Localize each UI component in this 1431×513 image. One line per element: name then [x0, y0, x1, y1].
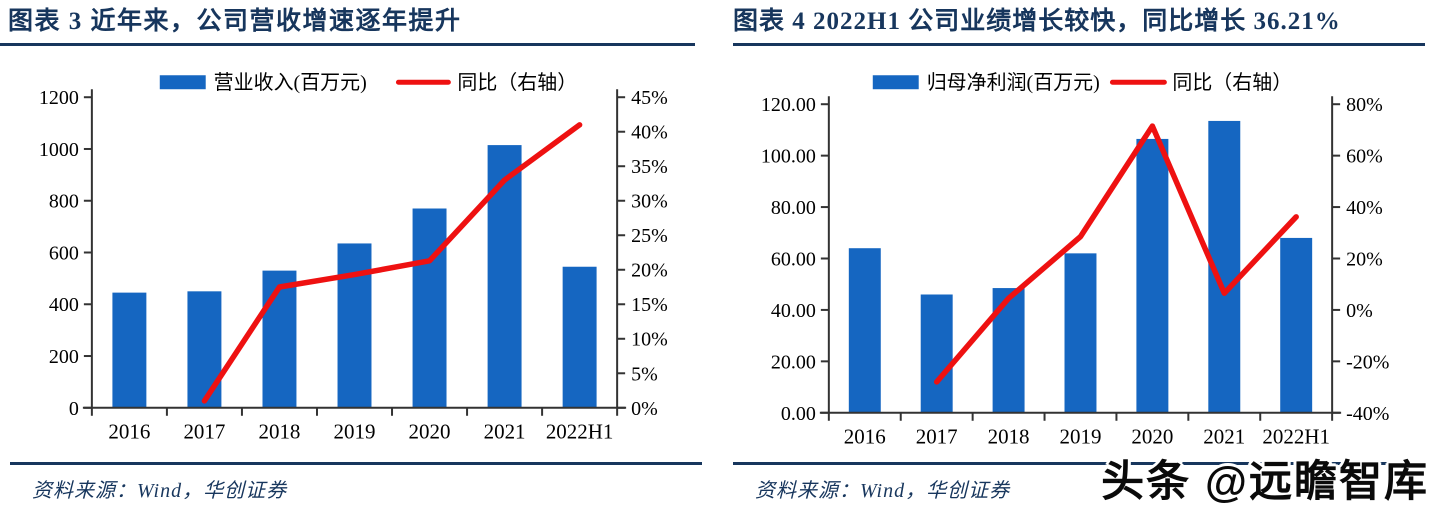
svg-text:2018: 2018	[258, 420, 300, 444]
svg-text:60%: 60%	[1346, 146, 1383, 168]
bar	[487, 145, 522, 408]
svg-text:1200: 1200	[39, 87, 79, 109]
svg-text:80%: 80%	[1346, 94, 1383, 116]
svg-text:40%: 40%	[1346, 197, 1383, 219]
svg-text:20.00: 20.00	[771, 351, 816, 373]
figure-4-title: 图表 4 2022H1 公司业绩增长较快，同比增长 36.21%	[733, 8, 1341, 35]
svg-text:25%: 25%	[631, 225, 668, 247]
svg-text:800: 800	[49, 191, 79, 213]
svg-text:600: 600	[49, 242, 79, 264]
svg-text:2022H1: 2022H1	[546, 420, 614, 444]
bars	[848, 120, 1313, 413]
svg-text:2022H1: 2022H1	[1262, 425, 1330, 449]
bar	[848, 248, 881, 413]
figure-4-panel: 图表 4 2022H1 公司业绩增长较快，同比增长 36.21% 归母净利润(百…	[715, 0, 1431, 513]
svg-text:0%: 0%	[1346, 300, 1373, 322]
svg-text:2018: 2018	[988, 425, 1030, 449]
legend-bar-swatch	[872, 75, 919, 90]
svg-text:0%: 0%	[631, 398, 658, 420]
bar	[920, 294, 953, 413]
svg-text:2016: 2016	[844, 425, 886, 449]
svg-text:40%: 40%	[631, 122, 668, 144]
svg-text:归母净利润(百万元): 归母净利润(百万元)	[927, 71, 1100, 94]
bar	[992, 288, 1025, 413]
svg-text:2017: 2017	[183, 420, 225, 444]
legend: 归母净利润(百万元) 同比（右轴）	[872, 71, 1292, 94]
svg-text:2019: 2019	[334, 420, 376, 444]
bar	[1064, 253, 1097, 413]
svg-text:80.00: 80.00	[771, 197, 816, 219]
svg-text:20%: 20%	[631, 260, 668, 282]
bar	[1280, 237, 1313, 413]
figure-3-panel: 图表 3 近年来，公司营收增速逐年提升 营业收入(百万元) 同比（右轴） 0 200 4…	[0, 0, 715, 513]
figure-3-source: 资料来源：Wind，华创证券	[32, 480, 288, 502]
svg-text:45%: 45%	[631, 87, 668, 109]
svg-text:2021: 2021	[1203, 425, 1245, 449]
svg-text:-20%: -20%	[1346, 351, 1389, 373]
svg-text:0.00: 0.00	[781, 403, 816, 425]
svg-text:400: 400	[49, 294, 79, 316]
svg-text:40.00: 40.00	[771, 300, 816, 322]
legend-bar-swatch	[159, 75, 206, 90]
svg-text:15%: 15%	[631, 294, 668, 316]
svg-text:1000: 1000	[39, 139, 79, 161]
figure-3-combo-chart: 营业收入(百万元) 同比（右轴） 0 200 400 600 800 1000 1200 0% 5%…	[39, 71, 668, 444]
axes: 0 200 400 600 800 1000 1200 0% 5% 10% 15% 20% 25% 30%…	[39, 87, 668, 444]
svg-text:营业收入(百万元): 营业收入(百万元)	[214, 71, 367, 94]
figure-4-source: 资料来源：Wind，华创证券	[755, 480, 1011, 502]
svg-text:35%: 35%	[631, 156, 668, 178]
svg-text:2020: 2020	[409, 420, 451, 444]
bar	[562, 266, 597, 408]
watermark-text: 头条 @远瞻智库	[1101, 458, 1429, 506]
svg-text:120.00: 120.00	[761, 94, 816, 116]
svg-text:2017: 2017	[916, 425, 958, 449]
bar	[1136, 138, 1169, 413]
svg-text:60.00: 60.00	[771, 248, 816, 270]
axes: 0.00 20.00 40.00 60.00 80.00 100.00 120.00 -40%…	[761, 94, 1389, 449]
svg-text:20%: 20%	[1346, 248, 1383, 270]
svg-text:2020: 2020	[1131, 425, 1173, 449]
svg-text:同比（右轴）: 同比（右轴）	[457, 71, 577, 94]
figure-4-title-rule	[733, 43, 1425, 46]
figure-4-combo-chart: 归母净利润(百万元) 同比（右轴） 0.00 20.00 40.00 60.00 80.00…	[761, 71, 1389, 449]
svg-text:2021: 2021	[484, 420, 526, 444]
bar	[412, 208, 447, 408]
svg-text:10%: 10%	[631, 329, 668, 351]
svg-text:-40%: -40%	[1346, 403, 1389, 425]
svg-text:5%: 5%	[631, 363, 658, 385]
yoy-line	[933, 123, 1299, 385]
figure-3-source-rule	[10, 462, 702, 465]
svg-text:100.00: 100.00	[761, 146, 816, 168]
bar	[112, 292, 147, 408]
svg-text:0: 0	[69, 398, 79, 420]
figure-4-source-rule	[733, 462, 1425, 465]
bars	[112, 145, 597, 408]
bar	[262, 270, 297, 408]
legend: 营业收入(百万元) 同比（右轴）	[159, 71, 577, 94]
svg-text:2019: 2019	[1060, 425, 1102, 449]
svg-text:30%: 30%	[631, 191, 668, 213]
svg-text:200: 200	[49, 346, 79, 368]
figure-3-title-rule	[0, 43, 695, 46]
yoy-line	[201, 122, 583, 404]
svg-text:2016: 2016	[108, 420, 150, 444]
bar	[187, 291, 222, 408]
bar	[337, 243, 372, 408]
svg-text:同比（右轴）: 同比（右轴）	[1172, 71, 1292, 94]
figure-3-title: 图表 3 近年来，公司营收增速逐年提升	[8, 8, 462, 35]
